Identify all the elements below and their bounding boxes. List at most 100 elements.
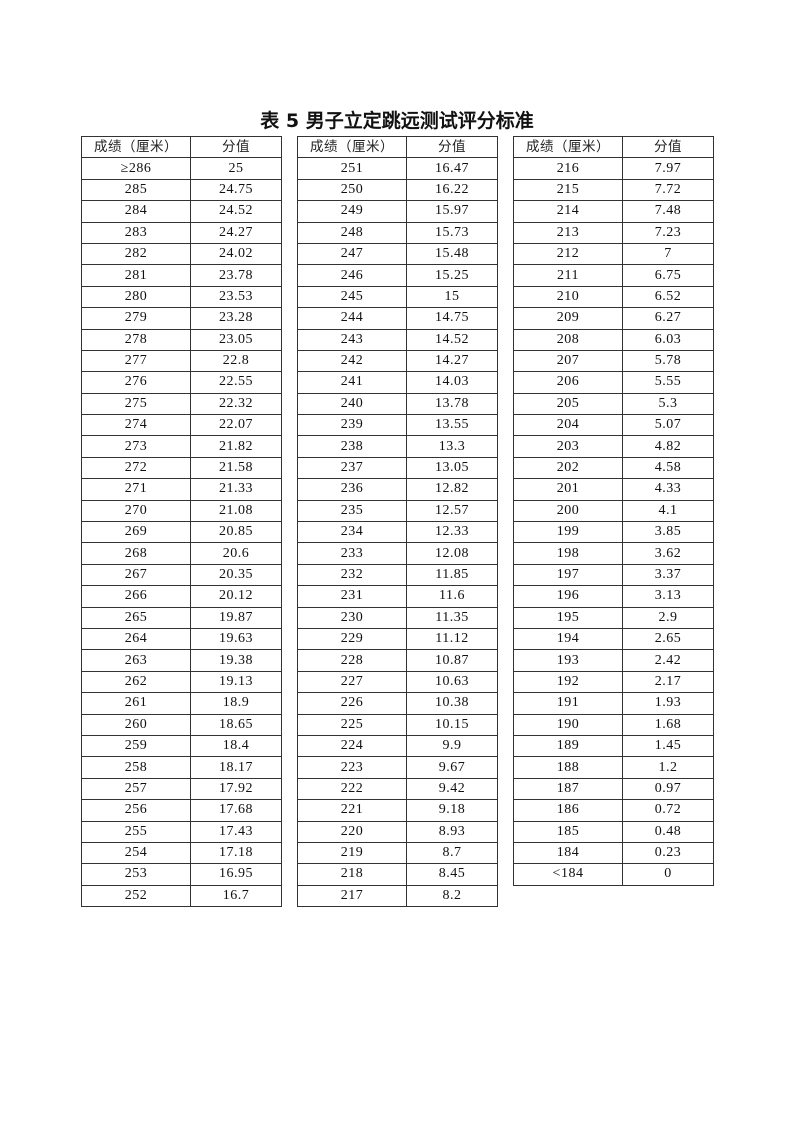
table-row: 269 20.85 [81, 521, 282, 544]
table-row: 184 0.23 [513, 841, 714, 865]
points-cell: 20.85 [190, 521, 282, 544]
table-row: 187 0.97 [513, 777, 714, 801]
score-cell: 222 [297, 777, 407, 801]
points-cell: 15.48 [406, 242, 498, 266]
points-cell: 6.75 [622, 264, 714, 287]
score-cell: 277 [81, 349, 191, 373]
score-cell: 276 [81, 371, 191, 394]
score-cell: 208 [513, 328, 623, 351]
score-cell: 210 [513, 285, 623, 309]
table-row: 194 2.65 [513, 627, 714, 651]
points-cell: 17.18 [190, 841, 282, 865]
table-row: 226 10.38 [297, 692, 498, 715]
points-cell: 3.37 [622, 563, 714, 587]
points-cell: 13.78 [406, 392, 498, 416]
table-row: 216 7.97 [513, 157, 714, 180]
table-row: 186 0.72 [513, 799, 714, 822]
points-cell: 4.82 [622, 435, 714, 458]
table-row: 271 21.33 [81, 478, 282, 501]
score-cell: 198 [513, 542, 623, 565]
score-cell: 279 [81, 307, 191, 330]
points-cell: 8.45 [406, 863, 498, 886]
score-cell: 215 [513, 178, 623, 202]
score-cell: 191 [513, 692, 623, 715]
table-row: 238 13.3 [297, 435, 498, 458]
points-cell: 1.2 [622, 756, 714, 779]
score-cell: 197 [513, 563, 623, 587]
table-row: 266 20.12 [81, 585, 282, 608]
page-title: 表 5 男子立定跳远测试评分标准 [260, 110, 534, 132]
score-cell: 275 [81, 392, 191, 416]
score-cell: 189 [513, 734, 623, 758]
points-cell: 22.32 [190, 392, 282, 416]
score-cell: 226 [297, 692, 407, 715]
score-cell: 217 [297, 884, 407, 908]
score-cell: 195 [513, 606, 623, 629]
score-cell: 214 [513, 200, 623, 223]
points-cell: 9.9 [406, 734, 498, 758]
score-cell: 235 [297, 499, 407, 523]
header-score: 成绩（厘米） [297, 135, 407, 159]
points-cell: 1.45 [622, 734, 714, 758]
points-cell: 3.62 [622, 542, 714, 565]
points-cell: 10.15 [406, 713, 498, 736]
table-row: 225 10.15 [297, 713, 498, 736]
table-row: 221 9.18 [297, 799, 498, 822]
table-row: 229 11.12 [297, 627, 498, 651]
points-cell: 19.38 [190, 649, 282, 672]
score-cell: 265 [81, 606, 191, 629]
points-cell: 1.93 [622, 692, 714, 715]
score-cell: 202 [513, 456, 623, 480]
table-row: 213 7.23 [513, 221, 714, 244]
points-cell: 16.47 [406, 157, 498, 180]
table-row: 203 4.82 [513, 435, 714, 458]
points-cell: 21.33 [190, 478, 282, 501]
table-row: 284 24.52 [81, 200, 282, 223]
score-cell: 223 [297, 756, 407, 779]
points-cell: 11.6 [406, 585, 498, 608]
score-cell: 192 [513, 670, 623, 694]
points-cell: 7.97 [622, 157, 714, 180]
table-row: 205 5.3 [513, 392, 714, 416]
points-cell: 19.63 [190, 627, 282, 651]
points-cell: 24.02 [190, 242, 282, 266]
score-cell: 281 [81, 264, 191, 287]
points-cell: 17.43 [190, 820, 282, 843]
score-cell: 261 [81, 692, 191, 715]
points-cell: 9.67 [406, 756, 498, 779]
table-row: 239 13.55 [297, 414, 498, 437]
table-row: 209 6.27 [513, 307, 714, 330]
table-row: 260 18.65 [81, 713, 282, 736]
score-cell: 203 [513, 435, 623, 458]
points-cell: 15 [406, 285, 498, 309]
table-row: 195 2.9 [513, 606, 714, 629]
points-cell: 22.55 [190, 371, 282, 394]
points-cell: 0.97 [622, 777, 714, 801]
score-cell: 232 [297, 563, 407, 587]
points-cell: 17.68 [190, 799, 282, 822]
points-cell: 0 [622, 863, 714, 886]
table-row: 189 1.45 [513, 734, 714, 758]
table-row: 224 9.9 [297, 734, 498, 758]
score-cell: 186 [513, 799, 623, 822]
points-cell: 5.78 [622, 349, 714, 373]
score-cell: 244 [297, 307, 407, 330]
score-cell: 236 [297, 478, 407, 501]
score-cell: 220 [297, 820, 407, 843]
table-row: 196 3.13 [513, 585, 714, 608]
table-row: 228 10.87 [297, 649, 498, 672]
table-row: 230 11.35 [297, 606, 498, 629]
score-cell: 207 [513, 349, 623, 373]
table-row: 250 16.22 [297, 178, 498, 202]
score-cell: 257 [81, 777, 191, 801]
score-cell: 282 [81, 242, 191, 266]
points-cell: 12.57 [406, 499, 498, 523]
score-cell: 225 [297, 713, 407, 736]
points-cell: 19.87 [190, 606, 282, 629]
score-cell: 280 [81, 285, 191, 309]
points-cell: 18.17 [190, 756, 282, 779]
score-cell: 196 [513, 585, 623, 608]
score-cell: 256 [81, 799, 191, 822]
table-row: 193 2.42 [513, 649, 714, 672]
score-cell: 263 [81, 649, 191, 672]
